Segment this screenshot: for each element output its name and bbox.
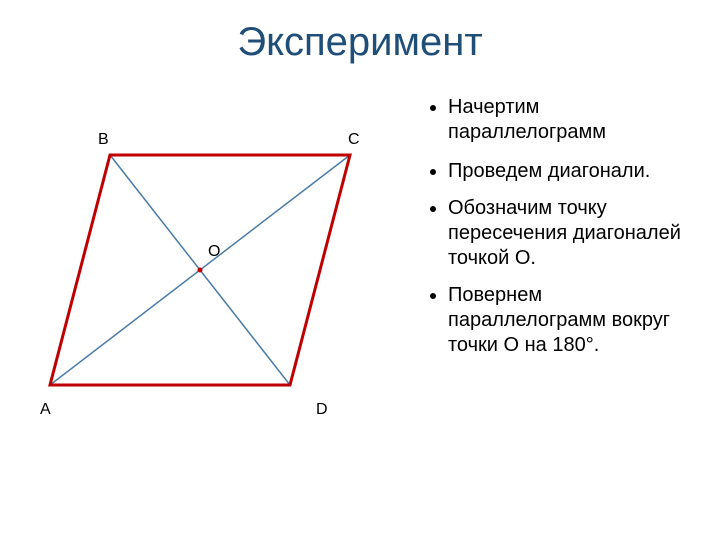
vertex-label-c: C [348, 131, 360, 149]
parallelogram-diagram: A B C D О [20, 95, 420, 455]
bullet-item: Проведем диагонали. [448, 159, 700, 184]
bullet-item: Начертим параллелограмм [448, 95, 700, 145]
vertex-label-d: D [316, 401, 328, 419]
vertex-label-b: B [98, 131, 109, 149]
page-title: Эксперимент [0, 0, 720, 65]
vertex-label-a: A [40, 401, 51, 419]
bullet-item: Обозначим точку пересечения диагоналей т… [448, 196, 700, 271]
content-row: A B C D О Начертим параллелограмм Провед… [0, 65, 720, 455]
bullet-column: Начертим параллелограмм Проведем диагона… [420, 95, 700, 455]
vertex-label-o: О [208, 243, 220, 261]
diagram-svg [20, 95, 420, 455]
bullet-group-1: Начертим параллелограмм [430, 95, 700, 145]
bullet-item: Повернем параллелограмм вокруг точки О н… [448, 283, 700, 358]
center-point [198, 268, 203, 273]
bullet-group-2: Проведем диагонали. Обозначим точку перес… [430, 159, 700, 358]
